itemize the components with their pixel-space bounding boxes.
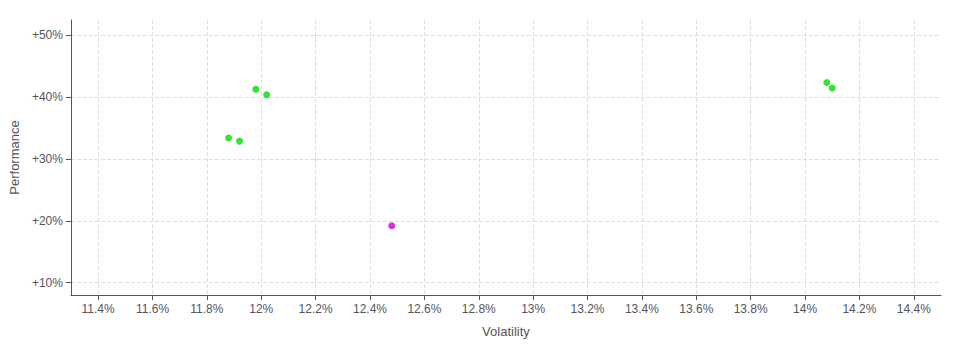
svg-text:12.8%: 12.8%	[462, 302, 496, 316]
svg-text:12.4%: 12.4%	[353, 302, 387, 316]
svg-text:14.4%: 14.4%	[897, 302, 931, 316]
svg-text:13.4%: 13.4%	[625, 302, 659, 316]
svg-text:13.6%: 13.6%	[679, 302, 713, 316]
svg-text:+40%: +40%	[32, 90, 63, 104]
svg-text:+20%: +20%	[32, 214, 63, 228]
svg-text:+10%: +10%	[32, 276, 63, 290]
svg-text:Volatility: Volatility	[482, 324, 530, 339]
svg-text:14.2%: 14.2%	[842, 302, 876, 316]
svg-text:+50%: +50%	[32, 28, 63, 42]
svg-text:12.2%: 12.2%	[299, 302, 333, 316]
svg-text:11.6%: 11.6%	[136, 302, 169, 316]
svg-text:11.4%: 11.4%	[82, 302, 115, 316]
svg-text:12%: 12%	[249, 302, 273, 316]
svg-text:14%: 14%	[793, 302, 817, 316]
svg-text:13.8%: 13.8%	[734, 302, 768, 316]
svg-text:13.2%: 13.2%	[571, 302, 605, 316]
svg-text:12.6%: 12.6%	[407, 302, 441, 316]
svg-text:11.8%: 11.8%	[190, 302, 223, 316]
svg-text:+30%: +30%	[32, 152, 63, 166]
svg-text:13%: 13%	[521, 302, 545, 316]
svg-text:Performance: Performance	[7, 120, 22, 194]
